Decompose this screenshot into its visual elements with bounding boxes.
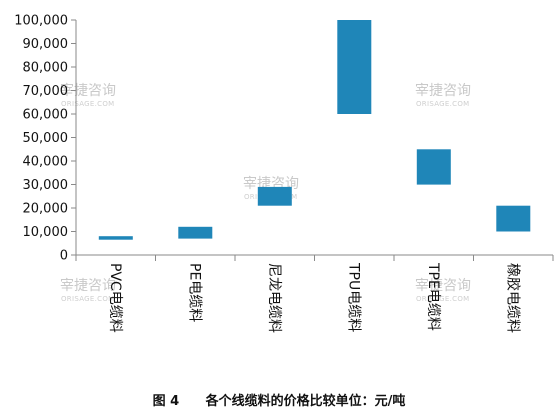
category-label: 橡胶电缆料	[504, 263, 521, 333]
bar-1	[98, 236, 133, 240]
bar-2	[178, 226, 213, 239]
caption-figure-number: 图 4	[152, 394, 180, 409]
category-label: TPU电缆料	[345, 262, 361, 332]
category-label: 尼龙电缆料	[266, 263, 282, 333]
watermark-text: 宰捷咨询	[415, 83, 471, 99]
y-tick-label: 100,000	[14, 14, 68, 29]
y-tick-label: 10,000	[23, 225, 69, 240]
watermark-text: 宰捷咨询	[415, 278, 471, 294]
y-tick-label: 0	[60, 249, 68, 264]
y-tick-label: 40,000	[23, 155, 69, 170]
category-label: PE电缆料	[186, 263, 202, 322]
bar-4	[337, 20, 372, 114]
y-tick-label: 60,000	[23, 108, 69, 123]
watermark-subtext: ORISAGE.COM	[416, 100, 470, 108]
watermark-subtext: ORISAGE.COM	[61, 295, 115, 303]
watermark-text: 宰捷咨询	[60, 83, 116, 99]
y-tick-label: 50,000	[23, 131, 69, 146]
y-tick-labels: 0 10,000 20,000 30,000 40,000 50,000 60,000 70,…	[14, 14, 68, 264]
category-label: TPE电缆料	[425, 262, 441, 331]
y-tick-label: 20,000	[23, 202, 69, 217]
chart: 宰捷咨询ORISAGE.COM宰捷咨询ORISAGE.COM宰捷咨询ORISAG…	[14, 14, 554, 333]
y-tick-label: 90,000	[23, 37, 69, 52]
watermark-text: 宰捷咨询	[60, 278, 116, 294]
bar-3	[257, 186, 292, 206]
watermark-subtext: ORISAGE.COM	[61, 100, 115, 108]
bars	[98, 20, 531, 240]
axes	[71, 19, 554, 261]
y-tick-label: 80,000	[23, 61, 69, 76]
y-tick-label: 70,000	[23, 84, 69, 99]
figure-caption: 图 4 各个线缆料的价格比较单位：元/吨	[0, 390, 558, 409]
bar-5	[416, 149, 451, 185]
category-label: PVC电缆料	[107, 263, 123, 333]
category-labels: PVC电缆料 PE电缆料 尼龙电缆料 TPU电缆料 TPE电缆料 橡胶电缆料	[107, 262, 522, 333]
caption-text: 各个线缆料的价格比较单位：元/吨	[205, 394, 406, 409]
y-tick-label: 30,000	[23, 178, 69, 193]
watermark-subtext: ORISAGE.COM	[416, 295, 470, 303]
bar-6	[496, 205, 531, 232]
